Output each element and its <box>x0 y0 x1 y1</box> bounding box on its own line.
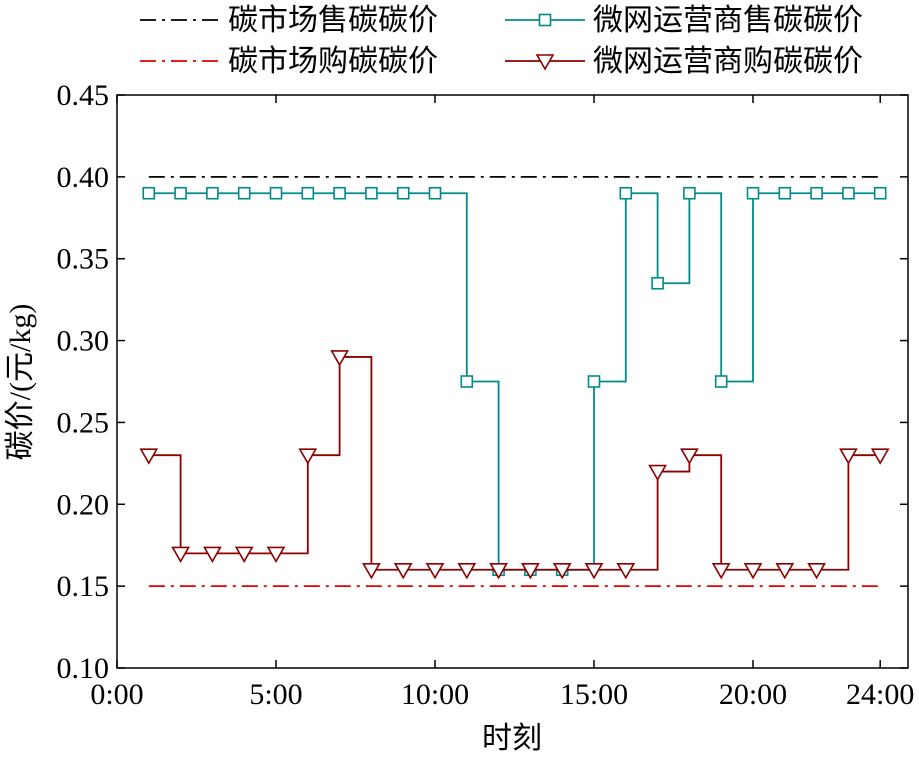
data-point <box>362 562 381 580</box>
data-point <box>651 276 664 290</box>
data-point <box>139 448 159 465</box>
legend-label: 碳市场售碳碳价 <box>228 4 438 37</box>
data-point <box>457 562 477 580</box>
x-tick-label: 15:00 <box>560 678 628 711</box>
data-point <box>365 186 378 200</box>
y-tick-label: 0.30 <box>57 325 110 358</box>
data-point <box>616 562 636 580</box>
legend-item: 碳市场售碳碳价 <box>140 4 438 37</box>
data-point <box>266 546 286 564</box>
data-point <box>683 186 696 200</box>
data-point <box>333 186 346 200</box>
data-point <box>587 375 601 388</box>
data-point <box>873 186 887 200</box>
y-tick-label: 0.40 <box>57 161 110 194</box>
data-point <box>746 186 760 200</box>
legend-item: 碳市场购碳碳价 <box>140 45 438 78</box>
data-point <box>778 186 792 200</box>
data-point <box>521 562 540 580</box>
data-point <box>552 562 572 580</box>
series-3 <box>142 186 887 577</box>
data-point <box>237 186 251 200</box>
x-tick-label: 20:00 <box>719 678 787 711</box>
data-point <box>619 186 633 200</box>
y-tick-label: 0.10 <box>57 652 110 685</box>
data-point <box>425 562 445 580</box>
data-point <box>810 186 823 200</box>
data-point <box>301 186 315 200</box>
x-axis-label: 时刻 <box>482 722 542 755</box>
x-tick-label: 10:00 <box>401 678 469 711</box>
y-tick-label: 0.15 <box>57 570 110 603</box>
data-point <box>648 464 667 482</box>
legend-item: 微网运营商购碳碳价 <box>505 45 863 78</box>
series-layer <box>139 175 890 588</box>
y-tick-label: 0.35 <box>57 243 110 276</box>
data-point <box>428 186 442 200</box>
data-point <box>489 562 508 580</box>
series-line <box>148 356 881 571</box>
legend-marker <box>535 54 555 71</box>
series-4 <box>139 350 890 580</box>
data-point <box>842 186 855 200</box>
x-tick-label: 5:00 <box>249 678 302 711</box>
data-point <box>298 448 318 465</box>
data-point <box>711 562 731 580</box>
x-tick-label: 24:00 <box>846 678 914 711</box>
data-point <box>714 375 728 388</box>
data-point <box>174 186 187 200</box>
data-point <box>393 562 413 580</box>
data-point <box>743 562 763 580</box>
x-tick-label: 0:00 <box>90 678 143 711</box>
y-tick-label: 0.25 <box>57 406 110 439</box>
data-point <box>680 448 699 465</box>
legend-label: 碳市场购碳碳价 <box>228 45 438 78</box>
plot-frame <box>116 94 909 669</box>
data-point <box>330 350 349 367</box>
y-axis-label: 碳价/(元/kg) <box>4 304 37 461</box>
plot-area: 0.10 0.15 0.20 0.25 0.30 0.35 0.40 0.45 0:00 5:00… <box>57 79 915 711</box>
data-point <box>396 186 410 200</box>
series-line <box>148 192 881 571</box>
data-point <box>269 186 283 200</box>
y-tick-label: 0.45 <box>57 79 110 112</box>
legend-label: 微网运营商购碳碳价 <box>593 45 863 78</box>
data-point <box>460 375 474 388</box>
data-point <box>584 562 604 580</box>
data-point <box>171 546 190 564</box>
legend-item: 微网运营商售碳碳价 <box>505 4 863 37</box>
data-point <box>839 448 858 465</box>
data-point <box>234 546 254 564</box>
y-tick-label: 0.20 <box>57 488 110 521</box>
data-point <box>203 546 222 564</box>
data-point <box>870 448 890 465</box>
data-point <box>206 186 219 200</box>
legend-label: 微网运营商售碳碳价 <box>593 4 863 37</box>
data-point <box>142 186 156 200</box>
data-point <box>807 562 826 580</box>
legend-marker <box>538 13 552 27</box>
data-point <box>775 562 795 580</box>
